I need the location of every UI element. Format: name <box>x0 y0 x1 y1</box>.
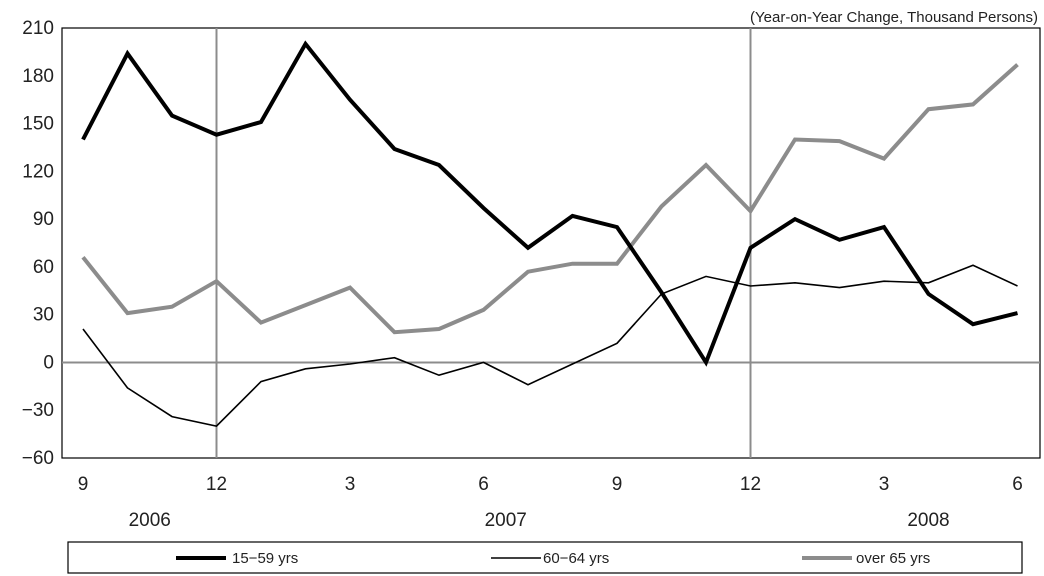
y-tick-label: −60 <box>22 448 54 469</box>
y-tick-label: 210 <box>22 18 54 39</box>
x-tick-label: 3 <box>879 474 890 495</box>
x-tick-label: 9 <box>78 474 89 495</box>
x-tick-label: 12 <box>740 474 761 495</box>
x-tick-label: 9 <box>612 474 623 495</box>
legend: 15−59 yrs 60−64 yrs over 65 yrs <box>67 541 1023 574</box>
x-tick-label: 6 <box>1012 474 1023 495</box>
year-label: 2006 <box>129 510 171 531</box>
y-tick-label: 150 <box>22 114 54 135</box>
legend-label-3: over 65 yrs <box>856 550 930 567</box>
series-lines <box>81 40 1019 427</box>
series-line-1 <box>81 40 1018 367</box>
y-tick-label: 90 <box>33 209 54 230</box>
y-tick-label: 120 <box>22 161 54 182</box>
legend-box <box>67 541 1023 574</box>
x-tick-label: 12 <box>206 474 227 495</box>
legend-label-1: 15−59 yrs <box>232 550 298 567</box>
y-tick-label: −30 <box>22 400 54 421</box>
series-line-2 <box>82 264 1018 427</box>
y-tick-labels: 210 180 150 120 90 60 30 0 −30 −60 <box>22 18 54 469</box>
y-tick-label: 60 <box>33 257 54 278</box>
y-tick-label: 30 <box>33 305 54 326</box>
year-label: 2007 <box>485 510 527 531</box>
legend-label-2: 60−64 yrs <box>543 550 609 567</box>
axes <box>61 27 1041 459</box>
y-tick-label: 0 <box>43 352 54 373</box>
year-labels: 2006 2007 2008 <box>129 510 950 531</box>
year-label: 2008 <box>907 510 949 531</box>
x-tick-labels: 9 12 3 6 9 12 3 6 <box>78 474 1023 495</box>
series-line-3 <box>81 63 1019 335</box>
y-tick-label: 180 <box>22 66 54 87</box>
x-tick-label: 3 <box>345 474 356 495</box>
x-tick-label: 6 <box>478 474 489 495</box>
unit-note: (Year-on-Year Change, Thousand Persons) <box>750 9 1038 26</box>
plot-frame <box>61 27 1041 459</box>
